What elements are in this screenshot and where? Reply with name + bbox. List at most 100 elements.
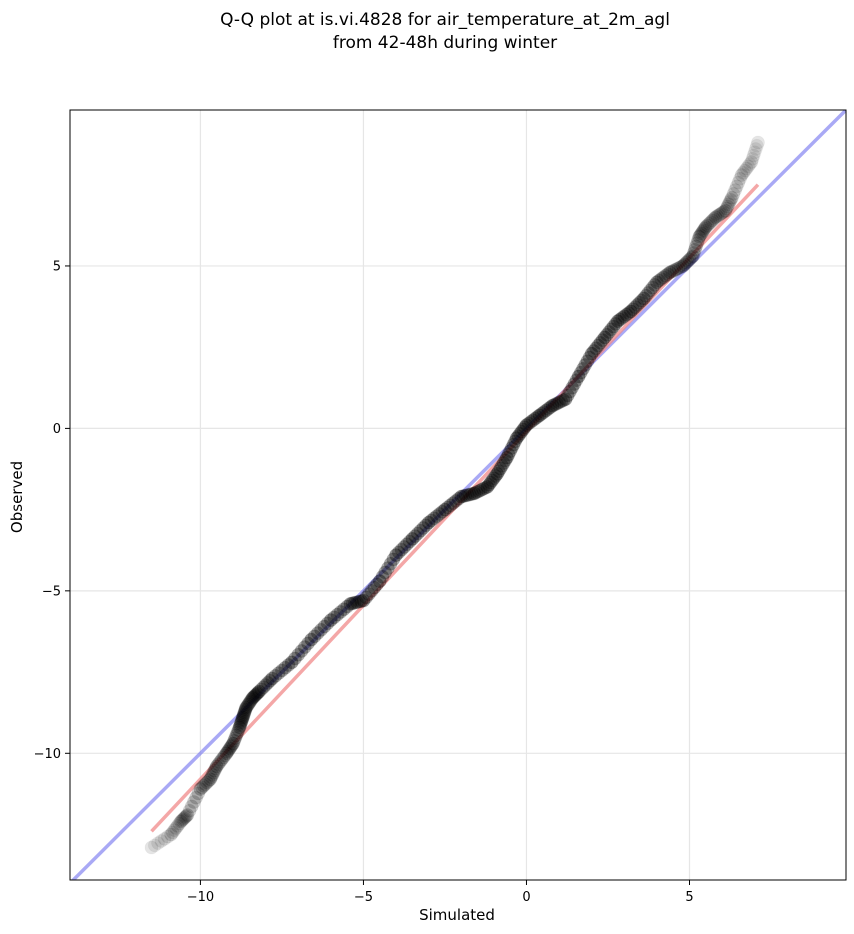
- data-point: [233, 718, 247, 733]
- data-point: [173, 814, 188, 829]
- data-point: [323, 613, 338, 627]
- data-point: [176, 812, 190, 827]
- data-point: [226, 736, 240, 751]
- data-point: [435, 504, 450, 519]
- data-point: [359, 590, 374, 605]
- data-point: [397, 540, 412, 554]
- data-point: [241, 697, 256, 712]
- data-point: [238, 704, 252, 718]
- data-point: [320, 616, 335, 631]
- data-point: [233, 717, 248, 731]
- data-point: [519, 418, 534, 433]
- data-point: [231, 723, 246, 737]
- data-point: [599, 327, 614, 342]
- chart-title-line1: Q-Q plot at is.vi.4828 for air_temperatu…: [220, 10, 670, 30]
- data-point: [554, 394, 569, 409]
- data-point: [354, 594, 369, 609]
- data-point: [191, 786, 206, 801]
- data-point: [467, 486, 482, 501]
- data-point: [514, 424, 529, 439]
- data-point: [400, 537, 414, 552]
- data-point: [427, 511, 441, 526]
- data-point: [567, 377, 582, 391]
- data-point: [221, 743, 236, 757]
- data-point: [196, 778, 211, 793]
- data-point: [208, 761, 223, 776]
- data-point: [746, 152, 760, 166]
- data-point: [386, 552, 401, 567]
- data-point: [211, 757, 226, 772]
- data-point: [623, 304, 638, 319]
- data-point: [419, 518, 433, 533]
- data-point: [440, 500, 455, 515]
- data-point: [236, 707, 251, 722]
- data-point: [669, 262, 684, 277]
- data-point: [491, 464, 506, 479]
- data-point: [275, 663, 289, 678]
- data-point: [677, 257, 692, 272]
- data-point: [708, 210, 723, 225]
- data-point: [227, 733, 242, 748]
- data-point: [508, 434, 522, 449]
- data-point: [578, 358, 593, 372]
- data-point: [235, 710, 250, 725]
- data-point: [480, 479, 495, 494]
- data-point: [509, 431, 524, 446]
- data-point: [310, 626, 325, 640]
- data-point: [177, 811, 192, 826]
- data-point: [347, 595, 362, 610]
- data-point: [619, 307, 634, 322]
- data-point: [691, 233, 706, 247]
- data-point: [151, 836, 165, 850]
- data-point: [503, 444, 518, 459]
- data-point: [207, 763, 222, 778]
- data-point: [734, 168, 749, 182]
- data-point: [184, 799, 199, 814]
- data-point: [229, 728, 244, 743]
- data-point: [205, 768, 220, 782]
- data-point: [667, 263, 682, 278]
- data-point: [258, 678, 273, 692]
- data-point: [252, 684, 267, 699]
- data-point: [543, 400, 558, 415]
- data-point: [485, 473, 500, 488]
- data-point: [380, 561, 395, 576]
- data-point: [410, 526, 425, 541]
- data-point: [593, 335, 608, 350]
- data-point: [248, 687, 263, 702]
- data-point: [517, 420, 532, 435]
- data-point: [724, 190, 739, 205]
- data-point: [563, 384, 577, 399]
- data-point: [513, 426, 527, 441]
- data-point: [705, 213, 720, 228]
- data-point: [378, 565, 393, 580]
- data-point: [278, 660, 293, 675]
- data-point: [713, 207, 728, 221]
- x-tick-label: 0: [522, 890, 530, 905]
- data-point: [521, 416, 536, 431]
- data-point: [195, 780, 209, 795]
- data-point: [610, 314, 625, 329]
- data-point: [189, 790, 203, 805]
- data-point: [483, 475, 498, 490]
- data-point: [204, 770, 219, 785]
- data-point: [493, 461, 508, 476]
- data-point: [333, 605, 348, 619]
- data-point: [247, 688, 262, 703]
- data-point: [238, 702, 253, 717]
- data-point: [198, 777, 213, 792]
- data-point: [511, 429, 526, 443]
- data-point: [715, 205, 730, 220]
- data-point: [473, 483, 488, 498]
- data-point: [632, 295, 647, 310]
- data-point: [751, 135, 765, 150]
- data-point: [154, 834, 168, 848]
- x-tick-label: −10: [187, 890, 214, 905]
- data-point: [680, 254, 695, 268]
- chart-title-line2: from 42-48h during winter: [333, 33, 557, 53]
- identity-line: [70, 110, 846, 880]
- data-point: [364, 583, 379, 598]
- data-point: [405, 531, 420, 546]
- data-point: [602, 325, 616, 339]
